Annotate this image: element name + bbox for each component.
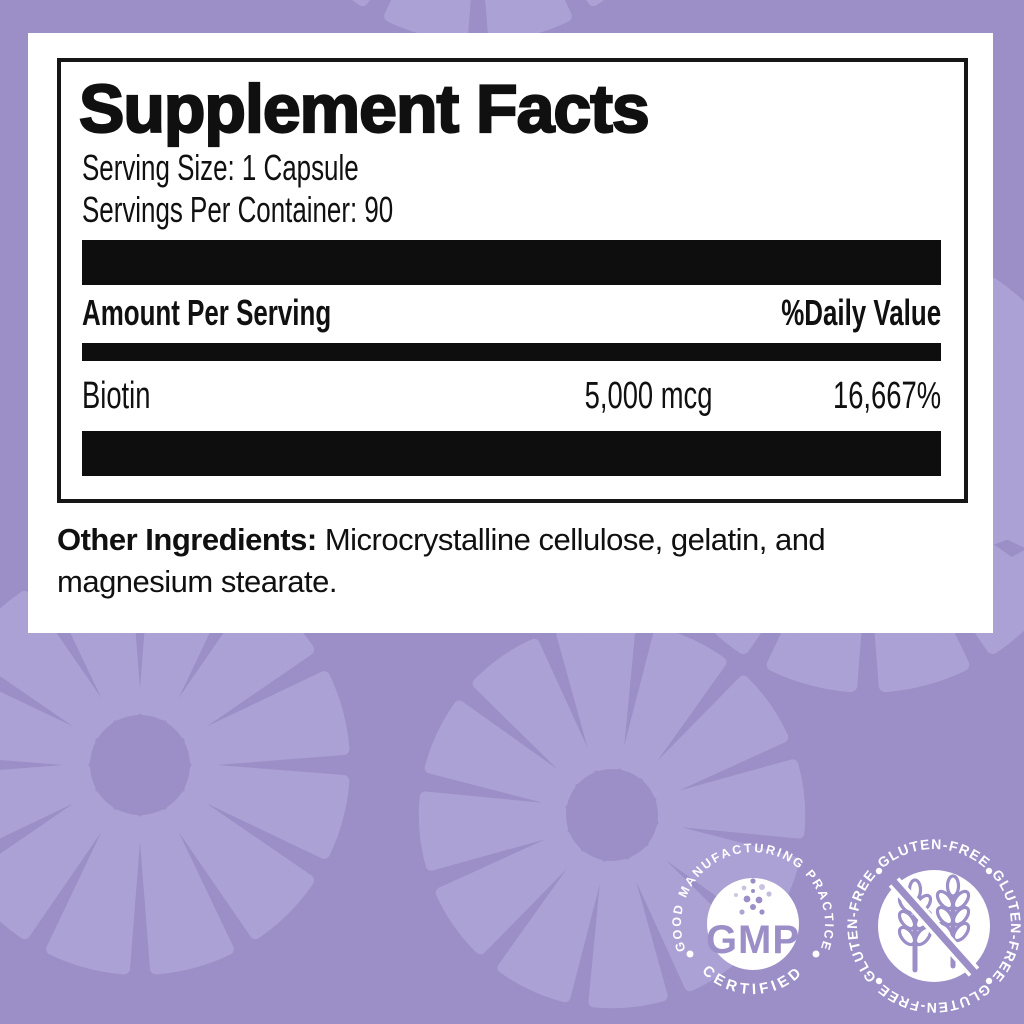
gmp-badge-word: GMP [706,918,800,962]
column-header-amount: Amount Per Serving [82,292,332,333]
nutrient-daily-value: 16,667% [832,375,941,417]
nutrient-amount: 5,000 mcg [584,375,712,417]
dots-burst-icon [734,878,772,915]
ring-dot [875,867,883,875]
other-ingredients-label: Other Ingredients: [57,522,317,557]
ring-dot [812,950,820,958]
thin-divider-bar [82,343,941,361]
serving-size-text: Serving Size: 1 Capsule [82,147,359,188]
ring-dot [985,867,993,875]
supplement-facts-card: Supplement Facts Serving Size: 1 Capsule… [28,33,993,633]
other-ingredients-text: Other Ingredients: Microcrystalline cell… [57,522,826,599]
servings-per-container-text: Servings Per Container: 90 [82,189,394,230]
crossed-wheat-icon [888,874,980,977]
ring-dot [686,950,694,958]
column-header-daily-value: %Daily Value [781,292,941,333]
thick-divider-bar [82,240,941,285]
facts-border-box [57,58,968,503]
nutrient-name: Biotin [82,375,151,417]
panel-title: Supplement Facts [78,71,651,147]
ring-dot [985,977,993,985]
gmp-badge-disc [707,878,799,970]
ring-dot [875,977,883,985]
thick-divider-bar [82,431,941,476]
